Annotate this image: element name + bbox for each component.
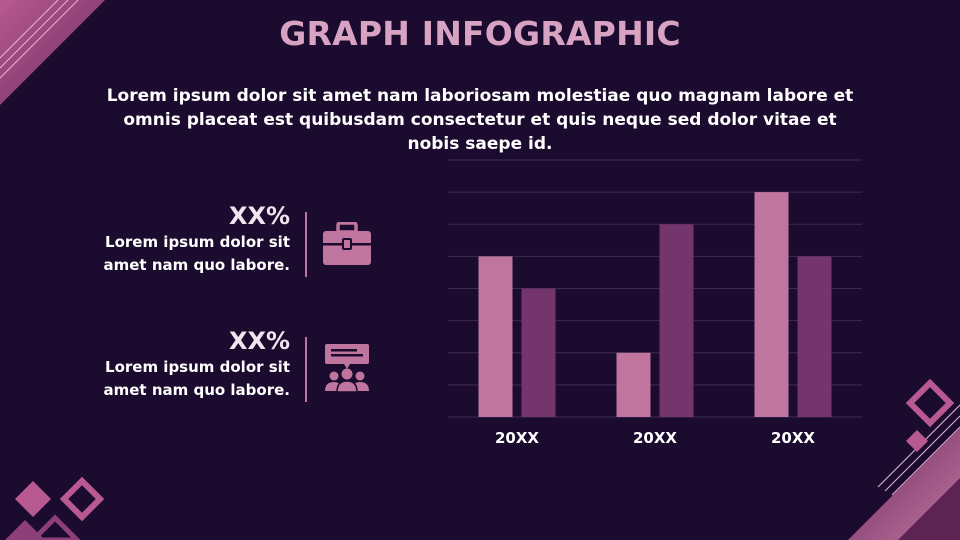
stat-desc-line1: Lorem ipsum dolor sit <box>105 233 290 251</box>
stat-divider-2 <box>305 337 307 402</box>
chart-x-labels: 20XX 20XX 20XX <box>495 429 815 447</box>
stat-desc-line1: Lorem ipsum dolor sit <box>105 358 290 376</box>
stat-block-2: XX% Lorem ipsum dolor sit amet nam quo l… <box>50 326 291 402</box>
stat-value: XX% <box>228 327 290 355</box>
team-presentation-icon <box>325 344 369 393</box>
x-tick-label: 20XX <box>633 429 677 447</box>
bar-series1-cat1 <box>478 256 513 417</box>
bar-series2-cat1 <box>521 288 556 417</box>
bar-chart: 20XX 20XX 20XX <box>448 159 862 447</box>
briefcase-icon <box>323 222 371 265</box>
chart-bars <box>478 192 832 417</box>
intro-paragraph: Lorem ipsum dolor sit amet nam laboriosa… <box>106 86 854 154</box>
page-title: GRAPH INFOGRAPHIC <box>279 14 681 53</box>
bottom-left-decoration <box>5 476 105 540</box>
bar-series2-cat2 <box>659 224 694 417</box>
stat-desc-line2: amet nam quo labore. <box>103 381 291 399</box>
stat-value: XX% <box>228 202 290 230</box>
stat-desc-line2: amet nam quo labore. <box>103 256 291 274</box>
top-left-decoration <box>0 0 105 105</box>
x-tick-label: 20XX <box>771 429 815 447</box>
bar-series2-cat3 <box>797 256 832 417</box>
bar-series1-cat2 <box>616 352 651 417</box>
stat-block-1: XX% Lorem ipsum dolor sit amet nam quo l… <box>50 201 291 277</box>
stat-divider-1 <box>305 212 307 277</box>
bottom-right-decoration <box>848 378 960 540</box>
x-tick-label: 20XX <box>495 429 539 447</box>
bar-series1-cat3 <box>754 192 789 417</box>
chart-gridlines <box>448 159 862 418</box>
